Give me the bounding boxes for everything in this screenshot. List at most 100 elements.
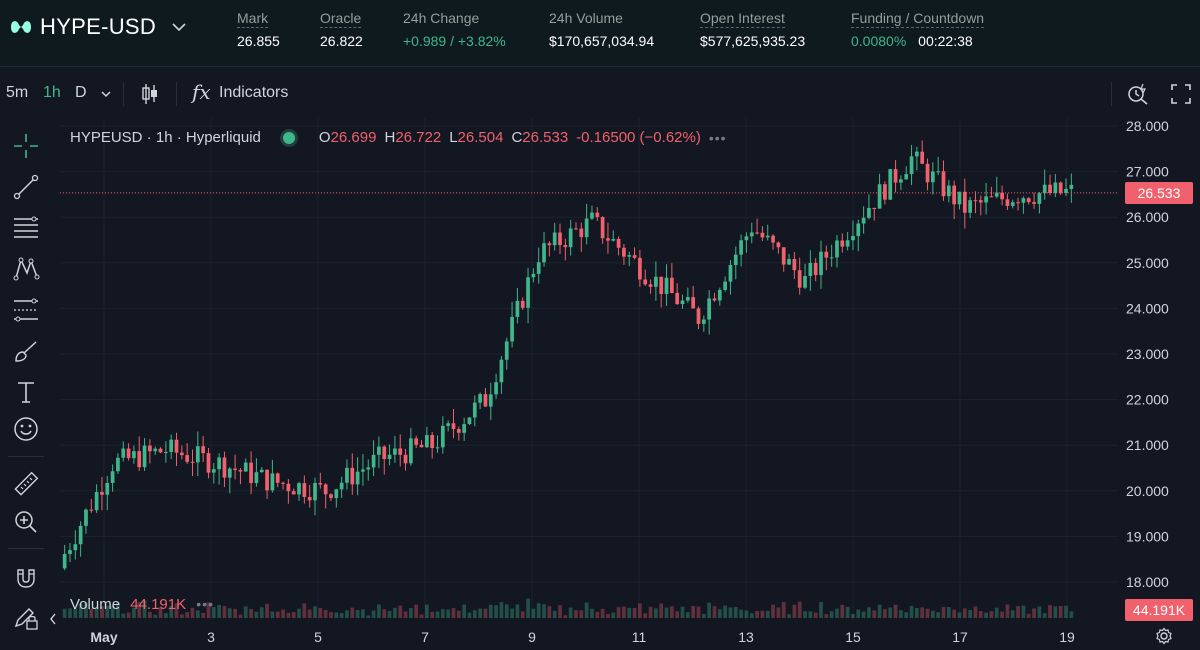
candle-body	[568, 228, 573, 248]
candle-body	[1053, 182, 1058, 193]
candle-body	[462, 424, 467, 433]
volume-bar	[909, 605, 914, 618]
volume-bar	[776, 607, 781, 618]
interval-chevron-down-icon[interactable]	[100, 90, 112, 98]
candlestick-series	[62, 140, 1074, 571]
horizontal-lines-tool[interactable]	[10, 212, 42, 244]
trend-line-icon	[13, 174, 39, 200]
prediction-tool[interactable]	[10, 294, 42, 326]
time-tick-label: 3	[207, 629, 215, 645]
volume-bar	[467, 612, 472, 618]
interval-d[interactable]: D	[75, 84, 87, 101]
candle-body	[845, 240, 850, 247]
candle-body	[552, 232, 557, 246]
chevron-down-icon	[172, 23, 186, 32]
stat-value: 26.822	[320, 33, 363, 49]
measure-tool[interactable]	[10, 468, 42, 500]
candle-body	[355, 471, 360, 485]
candle-body	[472, 402, 477, 418]
brush-tool[interactable]	[10, 335, 42, 367]
volume-bar	[440, 609, 445, 618]
volume-bar	[329, 612, 333, 618]
legend-more-icon[interactable]: •••	[708, 129, 727, 146]
volume-bar	[856, 609, 861, 618]
trend-line-tool[interactable]	[10, 171, 42, 203]
chart-settings-gear-icon[interactable]	[1155, 627, 1173, 645]
stat-mark: Mark 26.855	[237, 10, 280, 49]
candlestick-chart-type-icon[interactable]	[140, 82, 160, 106]
zoom-in-tool[interactable]	[10, 506, 42, 538]
pair-selector[interactable]: HYPE-USD	[10, 14, 186, 40]
volume-bar	[371, 610, 376, 618]
volume-bar	[126, 612, 131, 618]
volume-bar	[941, 606, 946, 618]
volume-more-icon[interactable]: •••	[196, 596, 214, 612]
function-fx-icon[interactable]: fx	[192, 80, 211, 104]
candle-body	[707, 298, 712, 320]
emoji-tool[interactable]	[10, 413, 42, 445]
stat-value: 0.0080% 00:22:38	[851, 33, 984, 49]
candle-body	[259, 469, 264, 473]
candle-body	[973, 200, 978, 202]
volume-bar	[227, 608, 232, 618]
volume-bar	[957, 612, 962, 618]
volume-bar	[616, 607, 621, 618]
replay-zoom-icon[interactable]	[1126, 82, 1150, 106]
volume-bar	[1032, 608, 1036, 618]
interval-5m[interactable]: 5m	[6, 84, 29, 101]
candle-body	[1016, 202, 1020, 204]
candle-body	[510, 316, 514, 342]
volume-bar	[781, 602, 786, 618]
price-tick-label: 18.000	[1126, 574, 1169, 590]
text-tool[interactable]	[10, 376, 42, 408]
volume-bar	[691, 605, 696, 618]
chart-grid	[60, 118, 1118, 620]
volume-bar	[760, 610, 765, 618]
candle-body	[797, 270, 802, 288]
candle-body	[243, 462, 248, 472]
candle-body	[723, 281, 727, 290]
candle-body	[803, 276, 807, 288]
lock-drawings-tool[interactable]	[10, 602, 42, 634]
candle-body	[867, 207, 871, 218]
pattern-tool[interactable]	[10, 253, 42, 285]
stat-value: $577,625,935.23	[700, 33, 806, 49]
volume-bar	[430, 611, 435, 618]
time-tick-label: 19	[1059, 629, 1075, 645]
candle-body	[563, 245, 568, 248]
volume-bar	[547, 606, 552, 618]
candle-body	[717, 289, 722, 301]
price-tick-label: 21.000	[1126, 437, 1169, 453]
volume-bar	[419, 614, 424, 618]
close-value: 26.533	[522, 129, 569, 146]
candle-body	[712, 298, 717, 301]
candle-body	[808, 262, 813, 277]
time-tick-label: 15	[845, 629, 861, 645]
price-tick-label: 19.000	[1126, 528, 1169, 544]
candle-body	[771, 235, 775, 243]
candle-body	[893, 169, 898, 183]
volume-bar	[515, 604, 520, 618]
funding-countdown: 00:22:38	[918, 33, 973, 49]
candle-body	[1010, 202, 1015, 206]
crosshair-tool[interactable]	[10, 130, 42, 162]
last-volume-tag: 44.191K	[1125, 599, 1193, 621]
candle-body	[547, 243, 552, 246]
interval-1h[interactable]: 1h	[43, 84, 61, 101]
pair-name: HYPE-USD	[40, 14, 157, 39]
candle-body	[265, 469, 269, 491]
volume-bar	[1058, 606, 1063, 618]
volume-bar	[403, 611, 408, 618]
candle-body	[206, 453, 211, 473]
stat-open-interest: Open Interest $577,625,935.23	[700, 10, 805, 49]
indicators-button[interactable]: Indicators	[219, 84, 289, 101]
time-tick-label: 11	[632, 629, 647, 645]
fullscreen-icon[interactable]	[1170, 83, 1192, 105]
volume-bar	[765, 610, 770, 618]
volume-bar	[265, 603, 269, 618]
candle-body	[211, 469, 216, 473]
magnet-tool[interactable]	[10, 562, 42, 594]
candle-body	[478, 394, 482, 403]
candle-body	[835, 240, 839, 258]
chevron-left-icon[interactable]	[49, 612, 57, 626]
